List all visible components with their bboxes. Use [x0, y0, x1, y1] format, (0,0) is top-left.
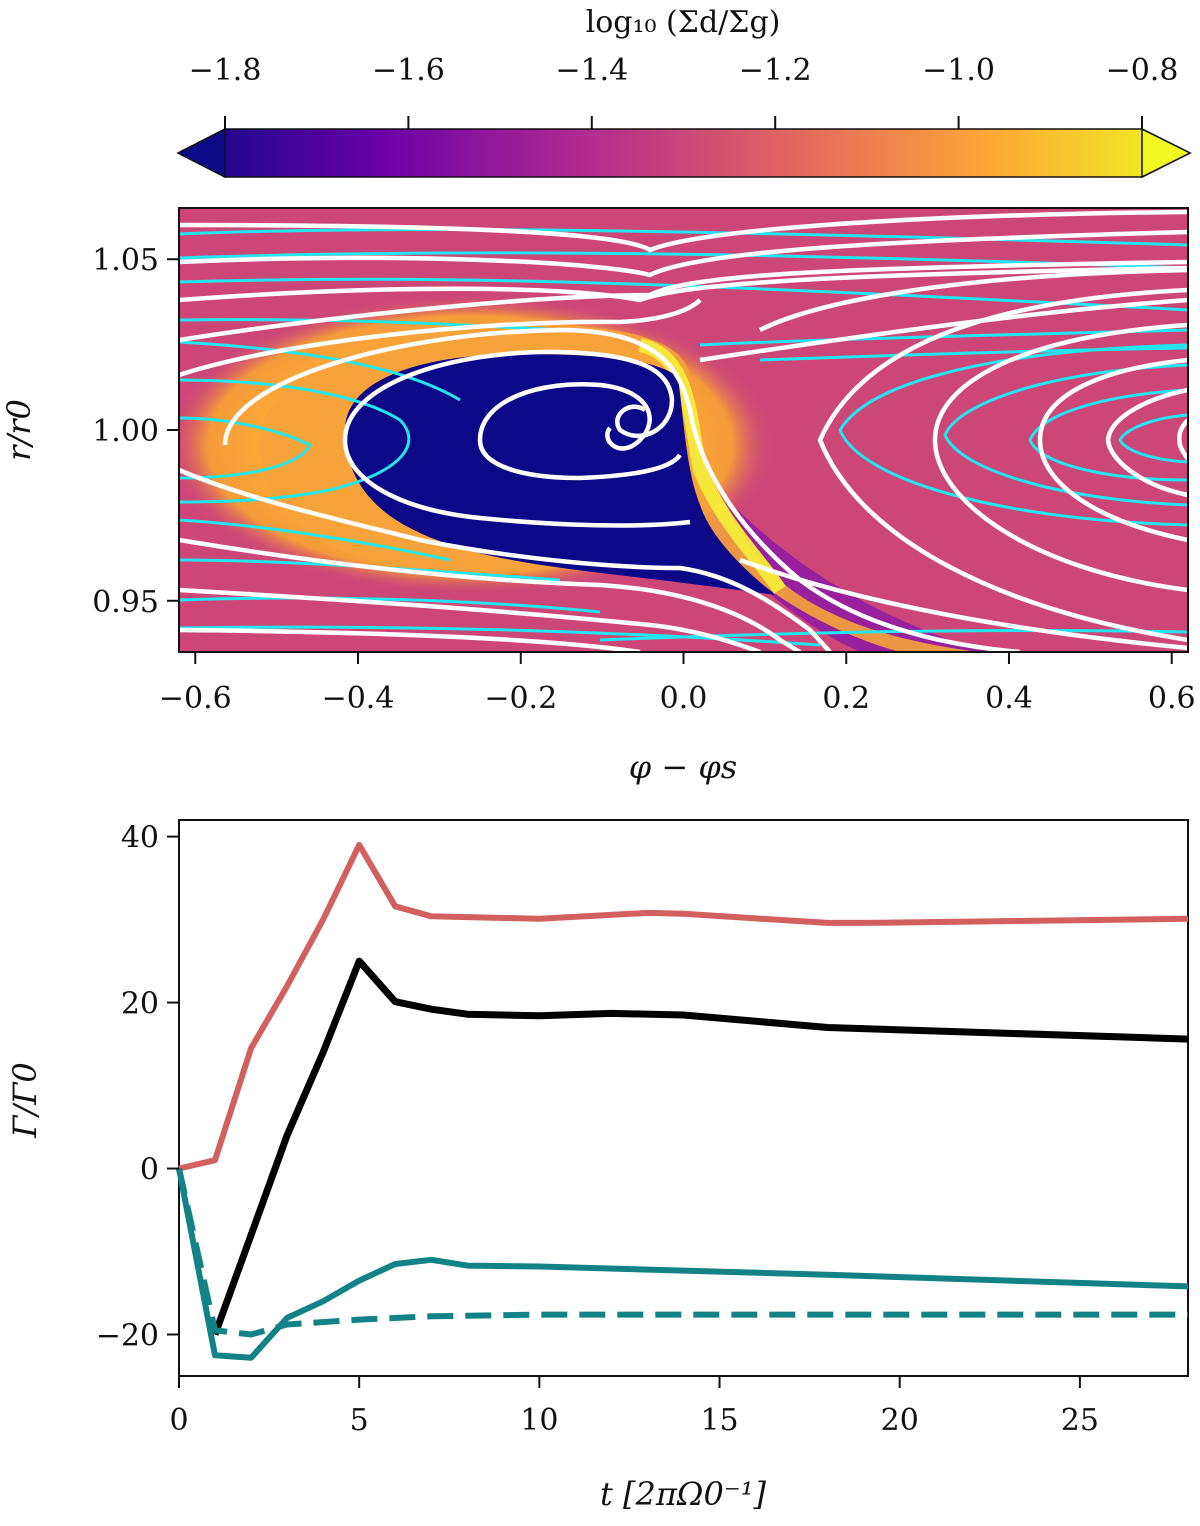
map-x-tick-label: 0.2: [822, 681, 870, 716]
series-line-gas: [176, 1167, 1189, 1361]
colorbar-tick-label: −0.8: [1106, 53, 1179, 88]
map-x-tick-label: −0.4: [322, 681, 395, 716]
line-y-axis-label: Γ/Γ0: [6, 1062, 44, 1139]
colorbar-tick-label: −1.8: [189, 53, 262, 88]
line-y-tick-label: 40: [121, 821, 159, 856]
colorbar-body: [176, 128, 1192, 178]
line-y-tick-label: −20: [96, 1319, 159, 1354]
colorbar-tick-label: −1.0: [922, 53, 995, 88]
map-x-tick-label: −0.2: [484, 681, 557, 716]
line-x-tick-label: 20: [881, 1403, 919, 1438]
torque-line-panel: 0 5 10 15 20 25 −20 0 20 40 t [2πΩ0⁻¹] Γ/Γ0: [6, 819, 1189, 1513]
gas-streamlines: [179, 209, 1188, 652]
series-line-total: [211, 957, 1189, 1336]
density-map-panel: −0.6 −0.4 −0.2 0.0 0.2 0.4 0.6 0.95 1.00 1.05 φ …: [0, 207, 1196, 786]
line-x-tick-label: 0: [169, 1403, 188, 1438]
map-y-tick-label: 1.00: [92, 414, 159, 449]
colorbar-tick-label: −1.2: [739, 53, 812, 88]
map-y-tick-label: 0.95: [92, 585, 159, 620]
map-x-tick-label: 0.0: [660, 681, 708, 716]
line-x-tick-label: 5: [350, 1403, 369, 1438]
colorbar-tick-label: −1.4: [555, 53, 628, 88]
colorbar-over-arrow: [1141, 127, 1192, 179]
map-x-tick-label: 0.6: [1148, 681, 1196, 716]
map-y-tick-label: 1.05: [92, 243, 159, 278]
colorbar-under-arrow: [176, 127, 226, 179]
colorbar: log₁₀ (Σd/Σg) −1.8 −1.6 −1.4 −1.2 −1.0 −0.8: [176, 5, 1192, 179]
map-x-axis-label: φ − φs: [629, 748, 737, 786]
line-chart-frame: [178, 819, 1189, 1377]
line-y-tick-label: 0: [140, 1153, 159, 1188]
colorbar-title: log₁₀ (Σd/Σg): [586, 5, 781, 40]
line-x-tick-label: 25: [1061, 1403, 1099, 1438]
map-x-tick-label: 0.4: [985, 681, 1033, 716]
series-line-dust: [178, 841, 1189, 1172]
line-y-tick-label: 20: [121, 987, 159, 1022]
line-x-axis-label: t [2πΩ0⁻¹]: [600, 1475, 767, 1513]
line-x-tick-label: 10: [520, 1403, 558, 1438]
map-x-tick-label: −0.6: [159, 681, 232, 716]
dust-streamlines: [179, 228, 1188, 647]
line-x-tick-label: 15: [700, 1403, 738, 1438]
colorbar-tick-label: −1.6: [372, 53, 445, 88]
series-line-gas-dashed: [176, 1167, 1188, 1338]
map-y-axis-label: r/r0: [0, 399, 38, 461]
